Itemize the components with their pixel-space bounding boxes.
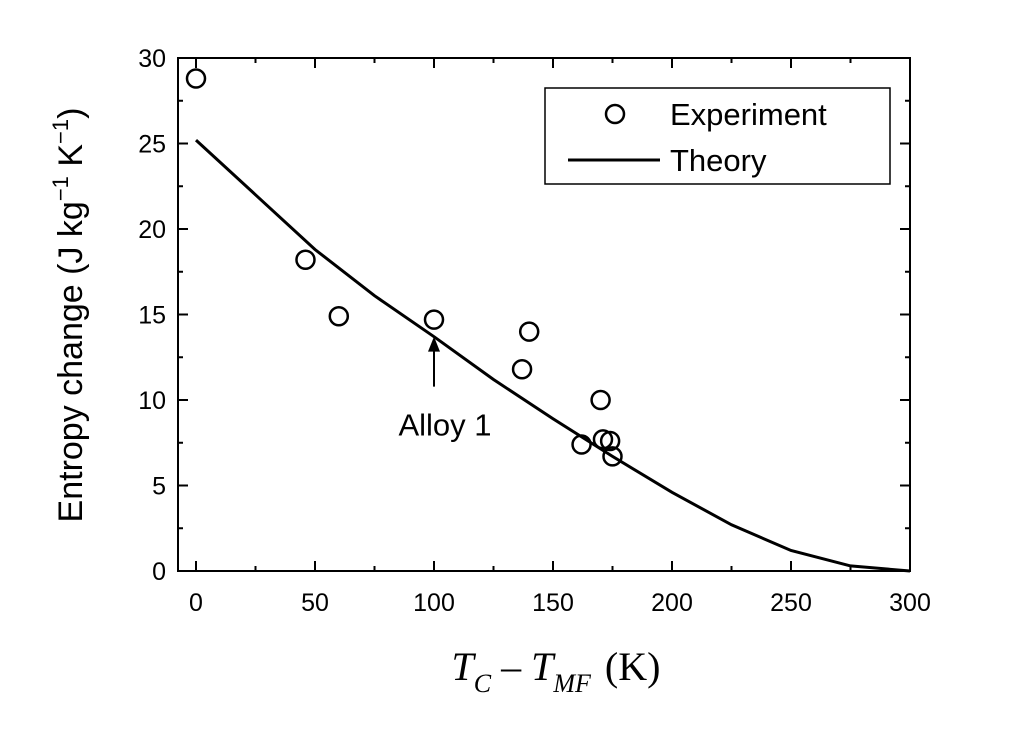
legend-marker-experiment <box>604 103 626 125</box>
experiment-point <box>328 305 350 327</box>
y-tick-label: 30 <box>138 45 166 73</box>
experiment-point <box>599 430 621 452</box>
y-axis-label: Entropy change (J kg−1 K−1) <box>48 108 90 523</box>
experiment-point <box>602 446 623 467</box>
legend-label-theory: Theory <box>670 143 767 178</box>
legend: Experiment Theory <box>544 87 891 185</box>
experiment-point <box>518 321 540 342</box>
legend-box <box>544 87 891 185</box>
y-tick-label: 5 <box>152 473 166 501</box>
x-axis-label: TC – TMF (K) <box>452 644 661 698</box>
y-tick-label: 15 <box>138 302 166 330</box>
y-tick-label: 25 <box>138 131 166 159</box>
x-tick-label: 150 <box>532 589 574 617</box>
experiment-point <box>511 358 533 380</box>
theory-line <box>194 138 911 573</box>
x-tick-label: 0 <box>189 589 203 617</box>
experiment-point <box>423 309 445 330</box>
annotation-alloy-1: Alloy 1 <box>398 408 491 443</box>
y-tick-label: 10 <box>138 387 166 415</box>
experiment-point <box>590 389 611 411</box>
axis-ticks <box>178 57 911 572</box>
experiment-point <box>571 434 592 455</box>
x-tick-label: 100 <box>413 589 455 617</box>
y-tick-label: 20 <box>138 216 166 244</box>
annotation-arrowhead <box>428 336 440 352</box>
x-tick-label: 300 <box>889 589 931 617</box>
experiment-point <box>295 249 316 271</box>
experiment-point <box>185 68 207 89</box>
x-tick-label: 50 <box>301 589 329 617</box>
x-tick-label: 200 <box>651 589 693 617</box>
y-tick-label: 0 <box>152 558 166 586</box>
experiment-points <box>185 68 623 467</box>
axis-tick-labels: 0 50 100 150 200 250 300 0 5 10 15 20 25 30 <box>138 45 931 617</box>
x-tick-label: 250 <box>770 589 812 617</box>
legend-label-experiment: Experiment <box>670 97 827 132</box>
